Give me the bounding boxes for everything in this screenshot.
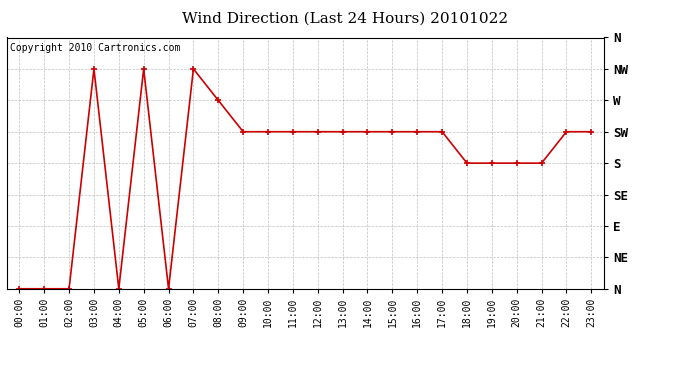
Text: Copyright 2010 Cartronics.com: Copyright 2010 Cartronics.com: [10, 42, 180, 52]
Text: Wind Direction (Last 24 Hours) 20101022: Wind Direction (Last 24 Hours) 20101022: [182, 11, 508, 25]
